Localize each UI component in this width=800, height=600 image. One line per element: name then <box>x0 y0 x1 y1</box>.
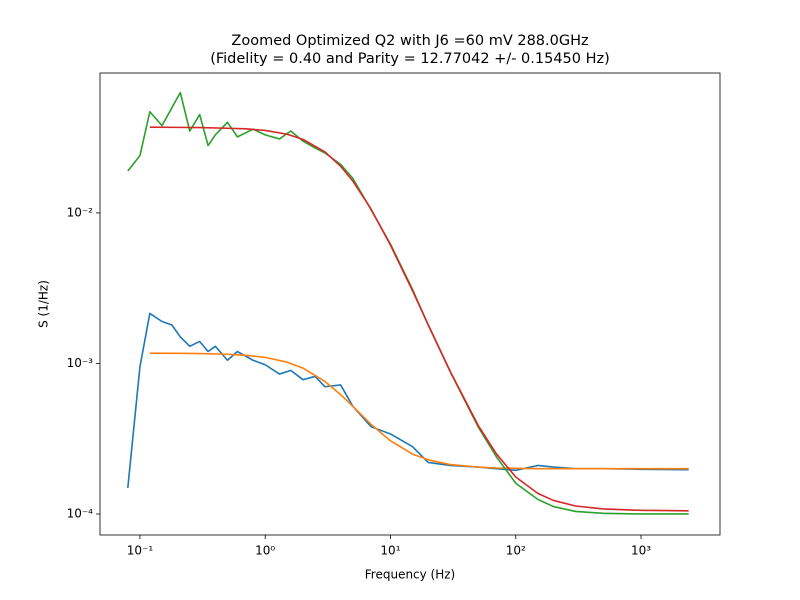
y-tick-label: 10⁻³ <box>67 356 94 370</box>
series-line <box>149 352 689 470</box>
series-line <box>149 126 689 512</box>
x-tick-label: 10³ <box>631 544 651 558</box>
x-tick-label: 10⁰ <box>255 544 275 558</box>
x-tick-label: 10² <box>506 544 526 558</box>
series-line <box>127 91 689 515</box>
chart-subtitle: (Fidelity = 0.40 and Parity = 12.77042 +… <box>210 51 610 67</box>
y-axis-label: S (1/Hz) <box>37 280 51 328</box>
y-tick-label: 10⁻² <box>67 205 94 219</box>
series-line <box>126 312 689 488</box>
x-axis-label: Frequency (Hz) <box>365 568 456 582</box>
y-tick-label: 10⁻⁴ <box>67 506 94 520</box>
chart-title: Zoomed Optimized Q2 with J6 =60 mV 288.0… <box>231 33 588 49</box>
x-tick-label: 10⁻¹ <box>127 544 154 558</box>
x-tick-label: 10¹ <box>380 544 400 558</box>
plot-frame <box>99 72 721 536</box>
